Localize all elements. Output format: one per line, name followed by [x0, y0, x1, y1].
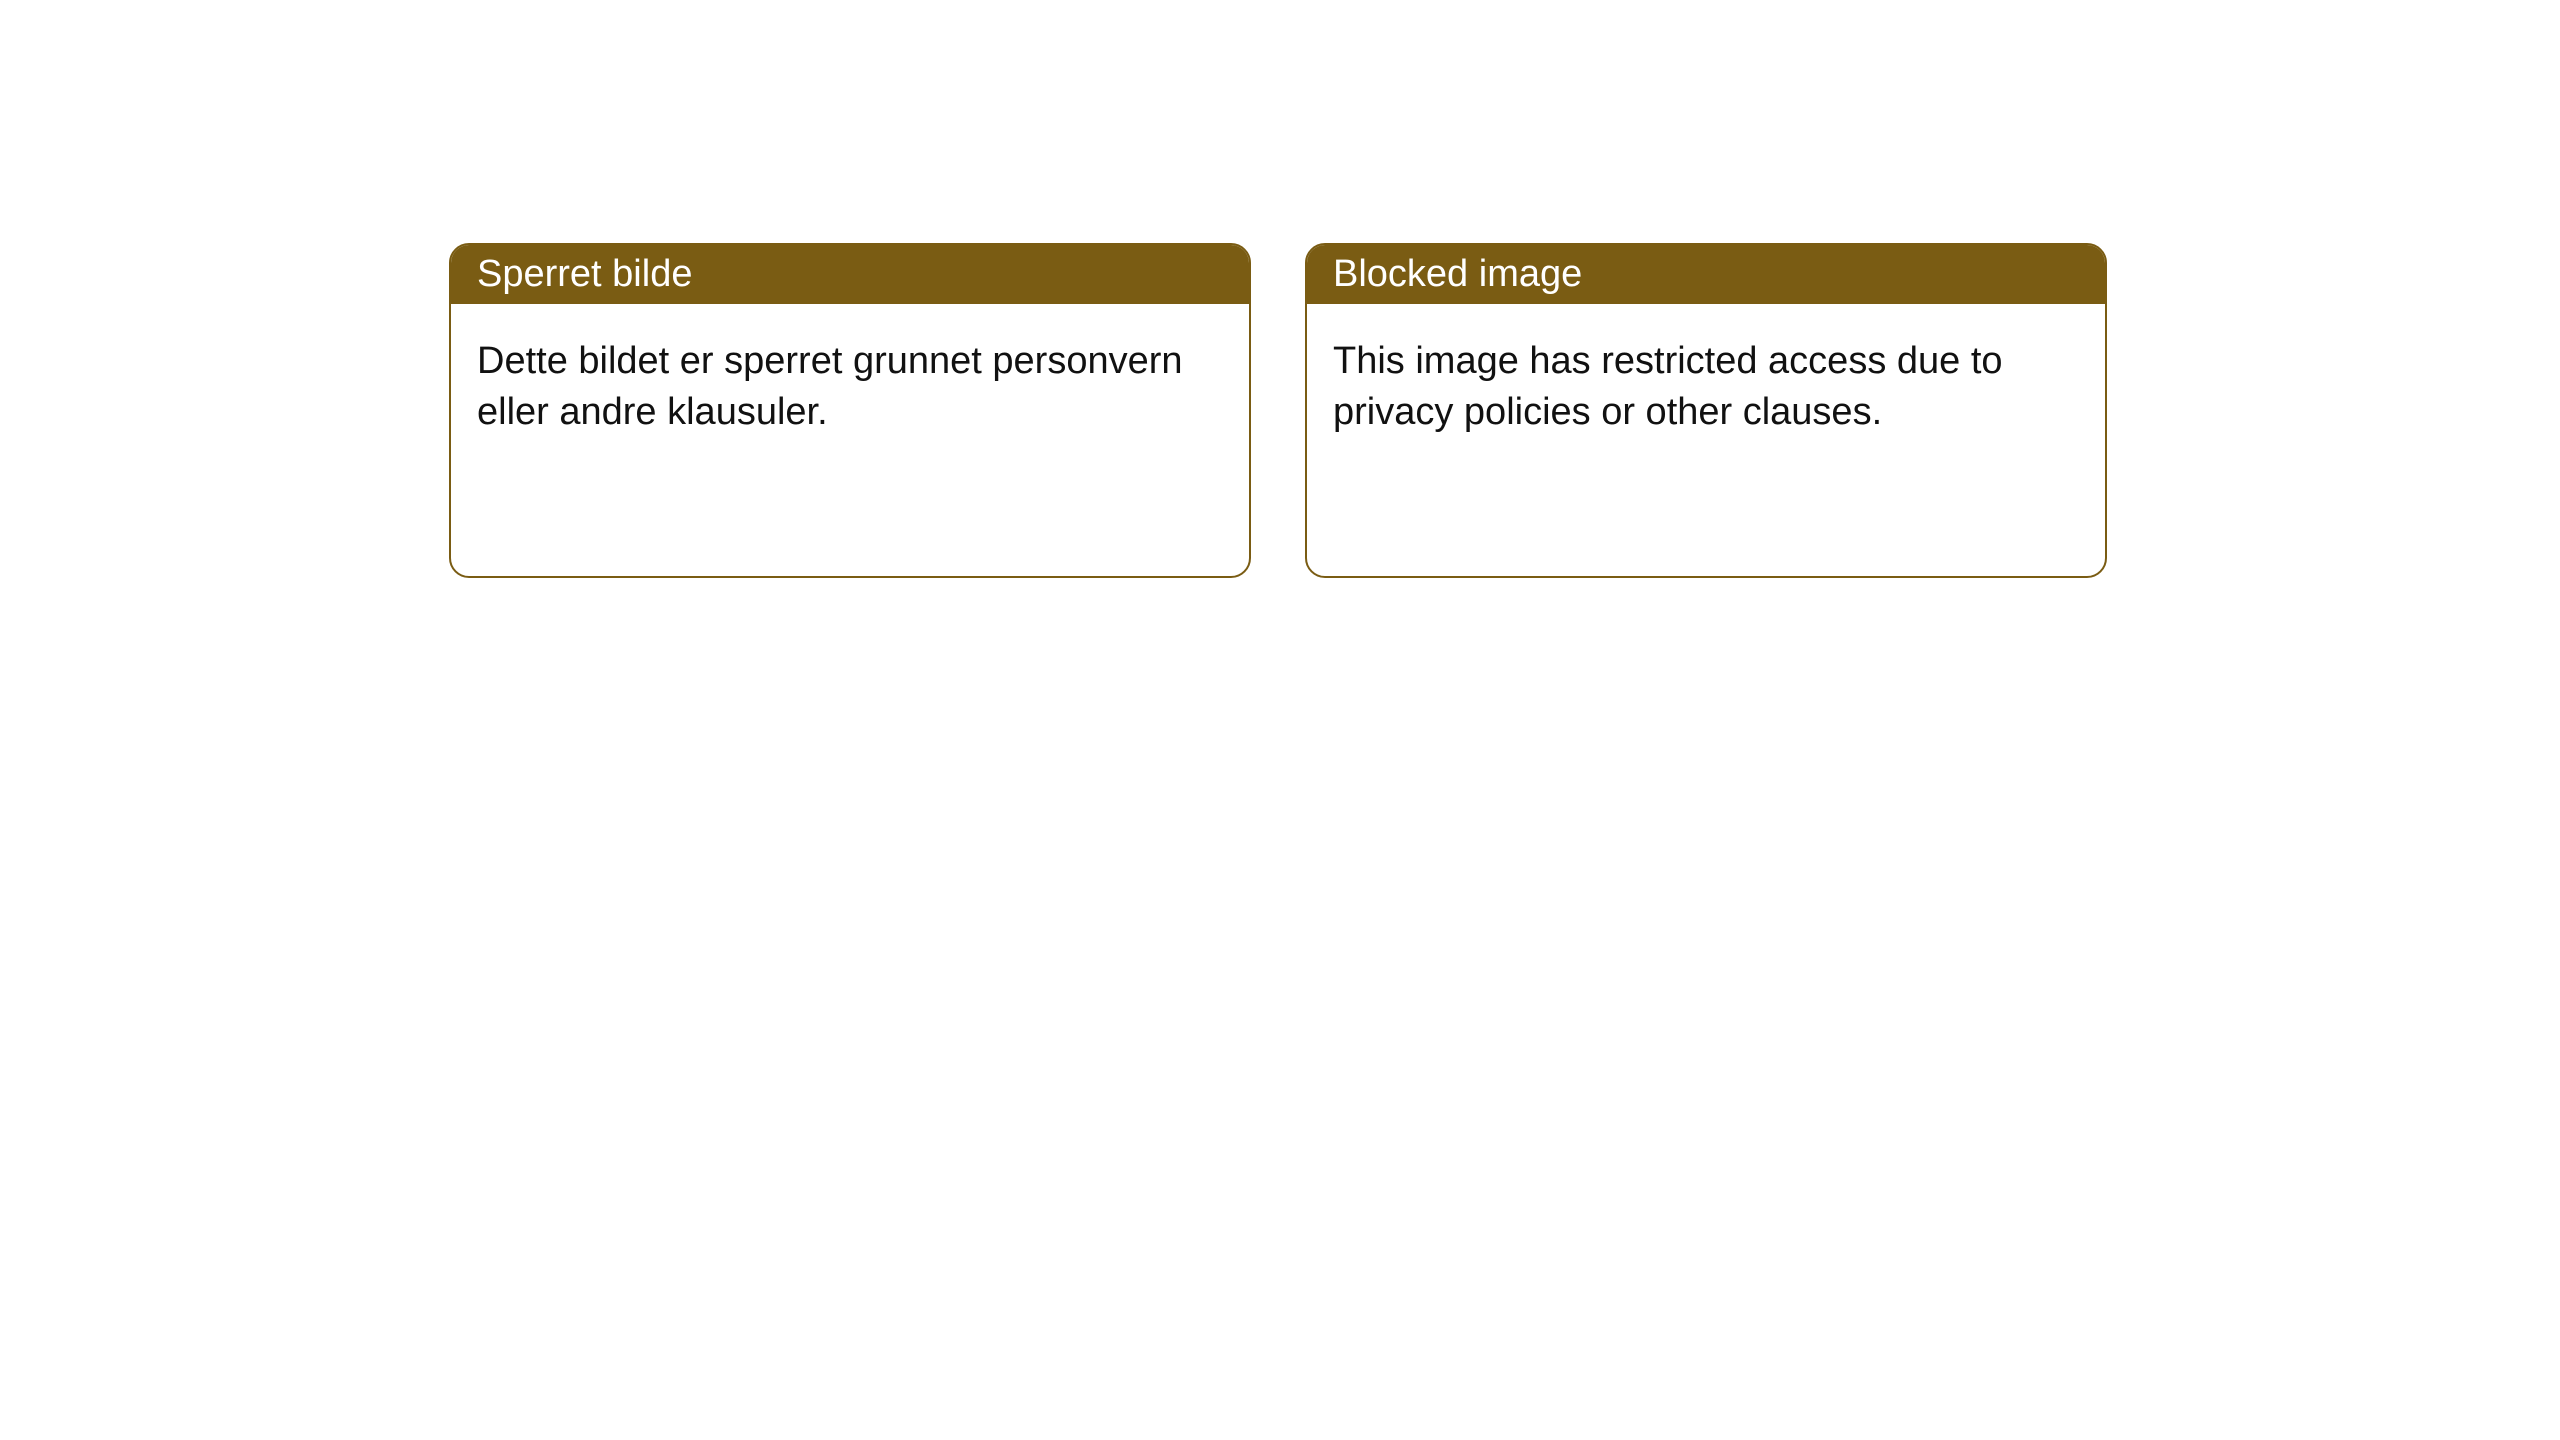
notice-body: This image has restricted access due to …	[1307, 304, 2105, 471]
notice-header: Blocked image	[1307, 245, 2105, 304]
notice-card-english: Blocked image This image has restricted …	[1305, 243, 2107, 578]
notice-card-norwegian: Sperret bilde Dette bildet er sperret gr…	[449, 243, 1251, 578]
notice-header: Sperret bilde	[451, 245, 1249, 304]
notice-container: Sperret bilde Dette bildet er sperret gr…	[0, 0, 2560, 578]
notice-body: Dette bildet er sperret grunnet personve…	[451, 304, 1249, 471]
